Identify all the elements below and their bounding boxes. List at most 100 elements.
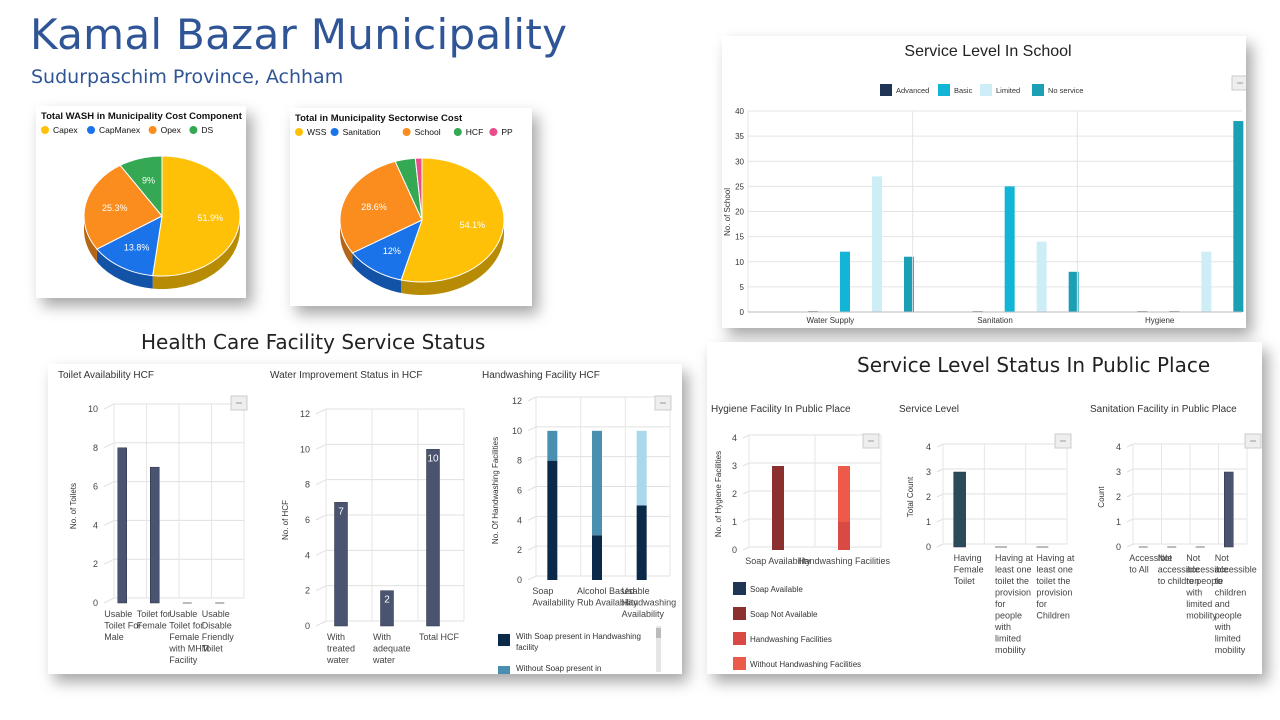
legend-swatch	[41, 126, 49, 134]
x-tick-label: Having at least one toilet the provision for…	[1036, 553, 1075, 621]
x-tick-label: With treated water	[326, 632, 355, 665]
bar	[904, 256, 914, 312]
y-tick-label: 0	[732, 545, 737, 555]
x-tick-label: Usable Toilet For Male	[104, 609, 141, 642]
pie-data-label: 13.8%	[124, 243, 150, 253]
y-tick-label: 1	[1116, 517, 1121, 527]
y-tick-label: 3	[926, 467, 931, 477]
y-tick-label: 0	[305, 621, 310, 631]
y-tick-label: 1	[926, 517, 931, 527]
chart-title: Hygiene Facility In Public Place	[711, 404, 851, 415]
pie-slice-school	[339, 160, 423, 254]
y-axis-label: No. of School	[723, 188, 732, 236]
gridline	[315, 549, 327, 556]
y-tick-label: 25	[735, 182, 744, 191]
gridline	[742, 490, 750, 495]
gridline	[1126, 493, 1134, 498]
gridline	[527, 396, 537, 402]
x-tick-label: Toilet for Female	[137, 609, 171, 631]
bar	[953, 471, 966, 548]
y-tick-label: 5	[740, 283, 745, 292]
y-tick-label: 8	[517, 456, 522, 466]
bar-data-label: 2	[384, 595, 390, 606]
gridline	[103, 403, 115, 410]
chart-title: Handwashing Facility HCF	[482, 370, 600, 381]
y-tick-label: 10	[735, 258, 744, 267]
y-tick-label: 3	[1116, 467, 1121, 477]
y-tick-label: 4	[1116, 442, 1121, 452]
bar	[334, 502, 348, 627]
y-tick-label: 12	[300, 409, 310, 419]
pie-slice-capex	[152, 155, 241, 277]
x-tick-label: Accessible to All	[1129, 553, 1172, 575]
pie-side-capex	[152, 216, 240, 289]
hcf-charts: Toilet Availability HCF 0 2 4 6 8 10 No. of Toi…	[58, 370, 677, 674]
legend-swatch	[980, 84, 992, 96]
legend-label: Without Soap present in	[516, 664, 601, 673]
legend-label: Soap Not Available	[750, 610, 818, 619]
y-tick-label: 2	[1116, 492, 1121, 502]
x-tick-label: Usable Toilet for Female with MHM Facility	[168, 609, 209, 665]
x-tick-label: Total HCF	[419, 632, 460, 642]
y-tick-label: 10	[512, 426, 522, 436]
legend-label: Basic	[954, 86, 973, 95]
legend-scrollbar-thumb	[656, 628, 661, 638]
y-tick-label: 10	[88, 404, 98, 414]
bar	[1233, 121, 1244, 312]
gridline	[527, 426, 537, 432]
y-axis-label: No. of Hygiene Facilities	[714, 451, 723, 537]
y-axis-label: No. Of Handwashing Facilities	[491, 437, 500, 544]
pie-data-label: 9%	[142, 175, 155, 185]
gridline	[742, 518, 750, 523]
x-tick-label: Hygiene	[1145, 316, 1175, 325]
school-service-chart: Service Level In School Advanced Basic Limi…	[723, 43, 1249, 325]
y-tick-label: 0	[517, 575, 522, 585]
y-axis-label: No. of HCF	[281, 500, 290, 540]
legend-label-capex: Capex	[53, 125, 78, 135]
bar	[1068, 271, 1079, 312]
pie-card-cost-component: Total WASH in Municipality Cost Componen…	[36, 106, 246, 298]
pie-side-wss	[401, 220, 504, 295]
pie-side-opex	[84, 216, 97, 263]
page-subtitle: Sudurpaschim Province, Achham	[31, 66, 344, 88]
y-tick-label: 6	[93, 482, 98, 492]
pie-data-label: 51.9%	[198, 213, 224, 223]
legend-swatch	[189, 126, 198, 134]
pie-data-label: 12%	[383, 246, 401, 256]
x-tick-label: Not accessible to children and people with limi…	[1214, 553, 1257, 655]
y-tick-label: 4	[93, 520, 98, 530]
bar	[840, 251, 850, 312]
y-tick-label: 1	[732, 517, 737, 527]
x-tick-label: Alcohol Based Rub Availability	[577, 586, 638, 608]
legend-swatch	[498, 634, 510, 646]
pie-title: Total WASH in Municipality Cost Componen…	[41, 111, 243, 122]
legend-swatch	[498, 666, 510, 674]
gridline	[103, 481, 115, 488]
y-tick-label: 4	[926, 442, 931, 452]
legend-swatch	[733, 607, 746, 620]
bar	[1004, 186, 1015, 312]
x-tick-label: Usable Handwashing Availability	[622, 586, 677, 619]
bar-segment	[838, 466, 850, 522]
public-card: Service Level Status In Public Place Hyg…	[707, 342, 1262, 674]
y-tick-label: 0	[93, 598, 98, 608]
bar-segment	[838, 522, 850, 550]
bar	[1224, 471, 1234, 548]
y-tick-label: 20	[735, 208, 744, 217]
legend-scrollbar	[656, 626, 661, 672]
pie-data-label: 25.3%	[102, 203, 128, 213]
pie-side-sanitation	[352, 252, 402, 293]
x-tick-label: Soap Availability	[745, 556, 811, 566]
y-tick-label: 2	[93, 559, 98, 569]
legend-label-opex: Opex	[161, 125, 182, 135]
bar	[872, 176, 882, 312]
gridline	[936, 543, 944, 548]
legend-swatch	[938, 84, 950, 96]
gridline	[527, 575, 537, 581]
x-tick-label: Usable Disable Friendly Toilet	[202, 609, 235, 654]
gridline	[103, 519, 115, 526]
y-axis-label: No. of Toilets	[69, 483, 78, 529]
y-tick-label: 6	[305, 515, 310, 525]
legend-label-pp: PP	[501, 127, 513, 137]
y-tick-label: 4	[305, 550, 310, 560]
